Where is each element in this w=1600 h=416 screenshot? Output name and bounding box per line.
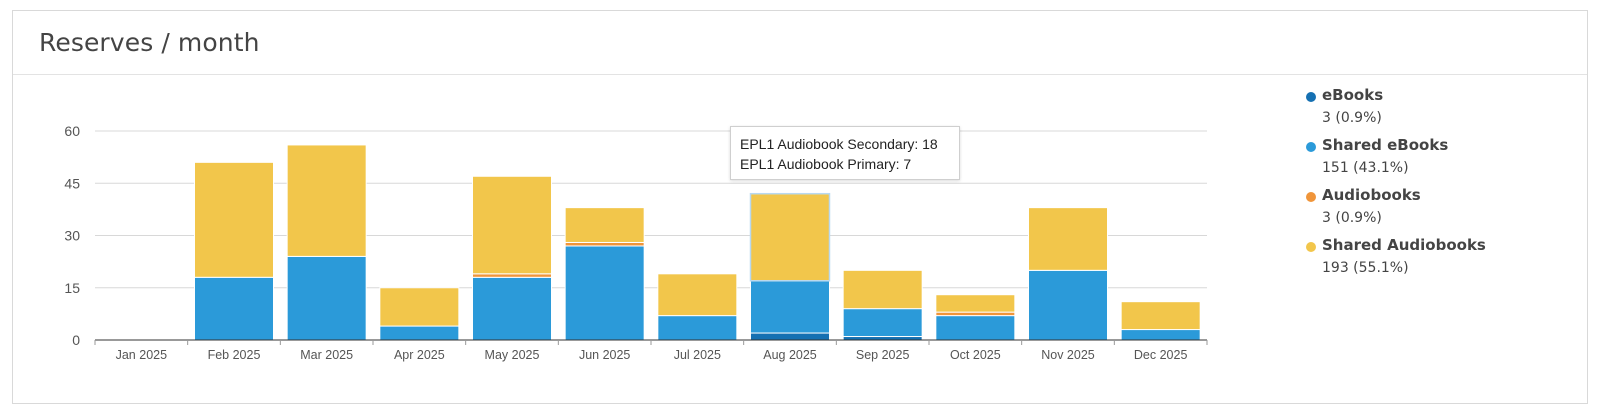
legend-value: 3 (0.9%) [1322,110,1382,126]
page-title: Reserves / month [39,28,260,57]
x-tick-label: Mar 2025 [300,348,353,362]
legend-value: 3 (0.9%) [1322,210,1382,226]
bar-segment [750,280,830,334]
bar-segment [379,325,460,341]
bar-segment [1028,207,1108,271]
bar-segment [1028,269,1108,341]
chart-legend: eBooks 3 (0.9%) Shared eBooks 151 (43.1%… [1306,86,1566,286]
x-tick-label: Nov 2025 [1041,348,1095,362]
legend-item-audiobooks[interactable]: Audiobooks 3 (0.9%) [1306,186,1566,236]
y-tick-label: 45 [64,175,80,191]
bar-segment [194,161,274,278]
card-header: Reserves / month [13,11,1587,75]
bar-segment [842,336,923,341]
y-tick-label: 30 [64,228,80,244]
bar-segment [564,245,645,341]
x-tick-label: May 2025 [485,348,540,362]
legend-swatch [1306,92,1316,102]
x-tick-label: Oct 2025 [950,348,1001,362]
bar-segment [286,255,367,341]
legend-value: 151 (43.1%) [1322,160,1409,176]
bar-segment [286,144,367,257]
legend-swatch [1306,142,1316,152]
legend-swatch [1306,242,1316,252]
legend-name: Shared Audiobooks [1322,236,1486,254]
legend-item-shared-audiobooks[interactable]: Shared Audiobooks 193 (55.1%) [1306,236,1566,286]
bar-segment [750,332,830,341]
bar-segment [194,276,274,341]
x-tick-label: Jan 2025 [116,348,167,362]
bar-segment [657,273,738,317]
bar-segment [379,287,460,327]
bar-segment [564,207,645,243]
x-tick-label: Dec 2025 [1134,348,1188,362]
legend-item-ebooks[interactable]: eBooks 3 (0.9%) [1306,86,1566,136]
legend-name: eBooks [1322,86,1384,104]
chart-tooltip: EPL1 Audiobook Secondary: 18 EPL1 Audiob… [730,126,960,180]
bar-segment [842,308,923,338]
x-tick-label: Sep 2025 [856,348,910,362]
x-tick-label: Jul 2025 [674,348,721,362]
legend-swatch [1306,192,1316,202]
bar-segment [1120,301,1201,331]
legend-name: Shared eBooks [1322,136,1449,154]
bar-segment [935,311,1016,317]
y-tick-label: 60 [64,123,80,139]
bar-segment [472,273,552,278]
legend-value: 193 (55.1%) [1322,260,1409,276]
legend-item-shared-ebooks[interactable]: Shared eBooks 151 (43.1%) [1306,136,1566,186]
bar-segment [472,175,552,275]
x-tick-label: Apr 2025 [394,348,445,362]
bar-hover-outline [749,192,831,282]
y-tick-label: 15 [64,280,80,296]
bar-segment [1120,329,1201,341]
bar-segment [935,294,1016,313]
bar-segment [564,241,645,247]
tooltip-line: EPL1 Audiobook Primary: 7 [740,156,912,172]
bar-segment [842,269,923,310]
bar-segment [657,315,738,341]
bar-segment [472,276,552,341]
y-tick-label: 0 [72,332,80,348]
tooltip-line: EPL1 Audiobook Secondary: 18 [740,136,938,152]
legend-name: Audiobooks [1322,186,1421,204]
x-tick-label: Aug 2025 [763,348,817,362]
bar-segment [935,315,1016,341]
x-tick-label: Jun 2025 [579,348,630,362]
x-tick-label: Feb 2025 [208,348,261,362]
bar-segment [750,193,830,282]
